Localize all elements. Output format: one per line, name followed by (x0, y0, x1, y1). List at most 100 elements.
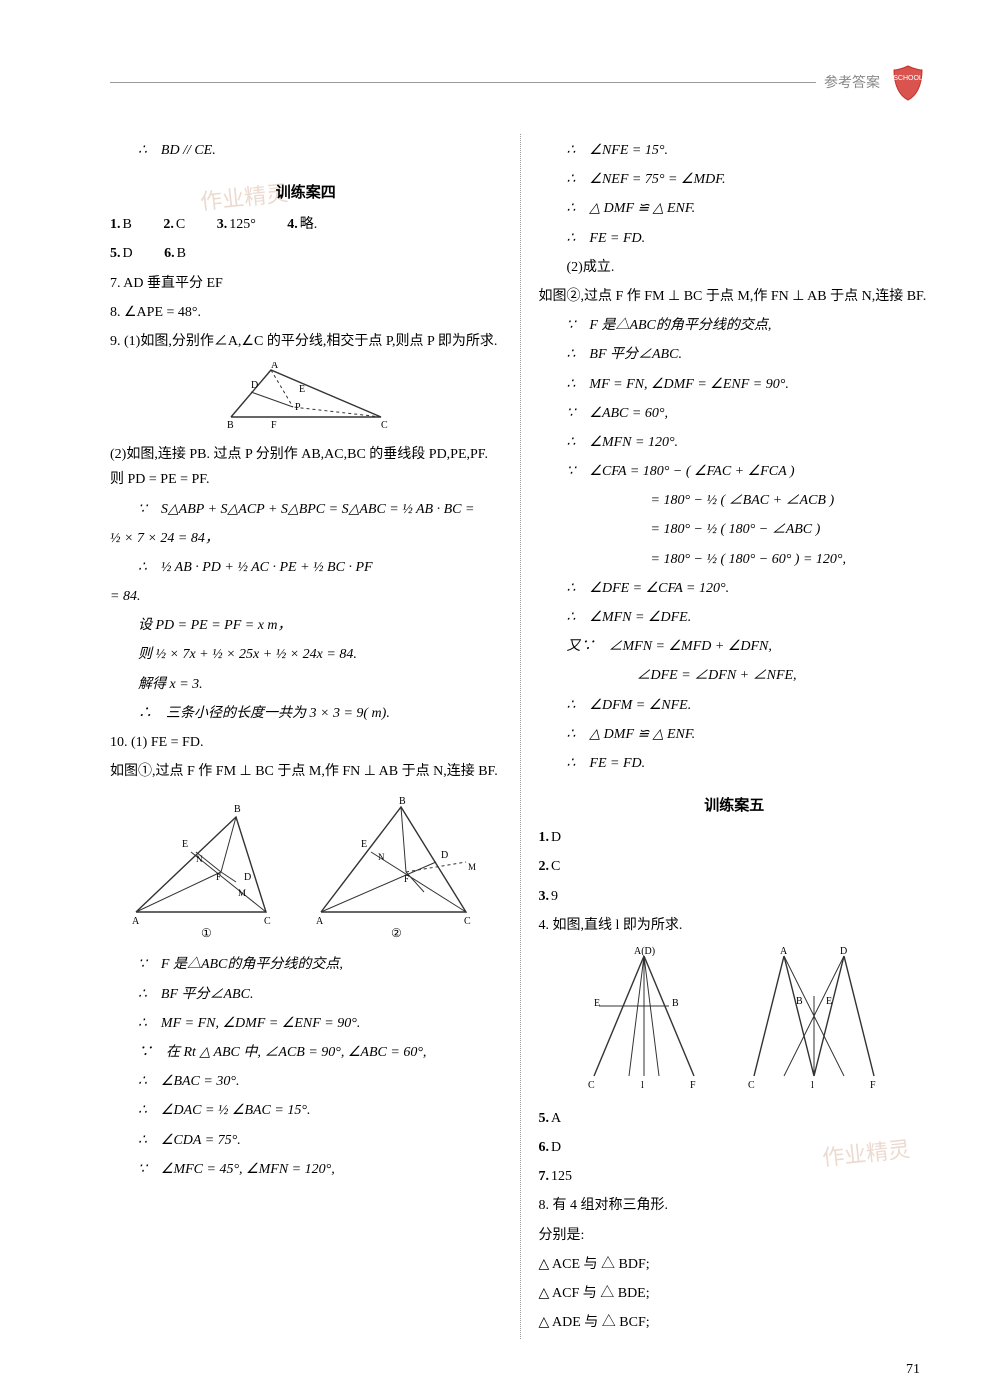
proof-line: ∵ F 是△ABC的角平分线的交点, (539, 313, 931, 338)
equation-line: 解得 x = 3. (110, 672, 502, 697)
answer-paragraph: 如图①,过点 F 作 FM ⊥ BC 于点 M,作 FN ⊥ AB 于点 N,连… (110, 759, 502, 784)
answer-row: 1.D (539, 825, 931, 850)
svg-text:D: D (251, 380, 258, 391)
proof-line: 又∵ ∠MFN = ∠MFD + ∠DFN, (539, 634, 931, 659)
answer-row: 2.C (539, 854, 931, 879)
svg-text:N: N (196, 854, 203, 864)
svg-text:B: B (234, 804, 241, 815)
proof-line: ∴ BF 平分∠ABC. (110, 982, 502, 1007)
svg-text:C: C (588, 1080, 595, 1091)
equation-line: ∴ ½ AB · PD + ½ AC · PE + ½ BC · PF (110, 555, 502, 580)
figure-q4: A(D) E B C l F (539, 946, 931, 1096)
answer-row: 5.A (539, 1106, 931, 1131)
proof-line: ∵ 在 Rt △ ABC 中, ∠ACB = 90°, ∠ABC = 60°, (110, 1040, 502, 1065)
answer-row: 7. AD 垂直平分 EF (110, 271, 502, 296)
proof-line: ∴ ∠MFN = 120°. (539, 430, 931, 455)
answer-row: 10. (1) FE = FD. (110, 730, 502, 755)
svg-text:l: l (641, 1080, 644, 1091)
answer-paragraph: (2)成立. (539, 255, 931, 280)
proof-line: ∴ ∠NEF = 75° = ∠MDF. (539, 167, 931, 192)
header-label: 参考答案 (824, 72, 880, 92)
equation-line: 则 ½ × 7x + ½ × 25x + ½ × 24x = 84. (110, 642, 502, 667)
proof-line: ∴ ∠DFE = ∠CFA = 120°. (539, 576, 931, 601)
proof-line: ∴ ∠NFE = 15°. (539, 138, 931, 163)
left-column: ∴ BD // CE. 训练案四 1.B 2.C 3.125° 4.略. 5.D… (110, 134, 502, 1339)
svg-text:D: D (244, 872, 251, 883)
equation-line: 设 PD = PE = PF = x m， (110, 613, 502, 638)
answer-paragraph: 如图②,过点 F 作 FM ⊥ BC 于点 M,作 FN ⊥ AB 于点 N,连… (539, 284, 931, 309)
svg-text:E: E (826, 996, 832, 1007)
svg-text:F: F (690, 1080, 696, 1091)
svg-text:C: C (748, 1080, 755, 1091)
svg-text:B: B (796, 996, 803, 1007)
proof-line: ∴ FE = FD. (539, 751, 931, 776)
equation-line: ∵ S△ABP + S△ACP + S△BPC = S△ABC = ½ AB ·… (110, 497, 502, 522)
answer-paragraph: △ ACF 与 △ BDE; (539, 1281, 931, 1306)
page-number: 71 (906, 1362, 920, 1378)
proof-line: ∴ BF 平分∠ABC. (539, 342, 931, 367)
proof-line: ∵ ∠CFA = 180° − ( ∠FAC + ∠FCA ) (539, 459, 931, 484)
badge-text: SCHOOL (893, 75, 923, 82)
right-column: ∴ ∠NFE = 15°. ∴ ∠NEF = 75° = ∠MDF. ∴ △ D… (520, 134, 931, 1339)
answer-paragraph: 4. 如图,直线 l 即为所求. (539, 913, 931, 938)
svg-text:F: F (271, 420, 277, 431)
answer-paragraph: △ ADE 与 △ BCF; (539, 1310, 931, 1335)
proof-line: ∴ ∠MFN = ∠DFE. (539, 605, 931, 630)
svg-text:A: A (271, 362, 279, 371)
svg-text:B: B (399, 796, 406, 807)
answer-paragraph: (2)如图,连接 PB. 过点 P 分别作 AB,AC,BC 的垂线段 PD,P… (110, 442, 502, 492)
proof-line: ∴ ∠CDA = 75°. (110, 1128, 502, 1153)
answer-row: 5.D 6.B (110, 241, 502, 266)
proof-line: ∴ BD // CE. (110, 138, 502, 163)
proof-line: ∠DFE = ∠DFN + ∠NFE, (539, 663, 931, 688)
proof-line: = 180° − ½ ( 180° − 60° ) = 120°, (539, 547, 931, 572)
svg-text:F: F (216, 872, 221, 882)
svg-text:A: A (132, 916, 140, 927)
school-badge: SCHOOL (886, 60, 930, 104)
answer-row: 7.125 (539, 1164, 931, 1189)
section-title-4: 训练案四 (110, 181, 502, 202)
svg-text:l: l (811, 1080, 814, 1091)
header-rule (110, 82, 816, 83)
svg-text:D: D (441, 850, 448, 861)
proof-line: ∴ FE = FD. (539, 226, 931, 251)
svg-text:E: E (361, 839, 367, 850)
proof-line: ∵ ∠MFC = 45°, ∠MFN = 120°, (110, 1157, 502, 1182)
svg-text:C: C (264, 916, 271, 927)
svg-text:N: N (378, 852, 385, 862)
figure-q9: A B C D E P F (110, 362, 502, 432)
answer-row: 8. ∠APE = 48°. (110, 300, 502, 325)
proof-line: ∵ ∠ABC = 60°, (539, 401, 931, 426)
svg-text:B: B (672, 998, 679, 1009)
svg-text:E: E (182, 839, 188, 850)
figure-q10: A C B E N F D M ① (110, 792, 502, 942)
answer-paragraph: 8. 有 4 组对称三角形. (539, 1193, 931, 1218)
proof-line: ∴ △ DMF ≌ △ ENF. (539, 722, 931, 747)
answer-paragraph: 分别是: (539, 1223, 931, 1248)
svg-text:B: B (227, 420, 234, 431)
svg-text:A: A (780, 946, 788, 957)
equation-line: = 84. (110, 584, 502, 609)
answer-paragraph: 9. (1)如图,分别作∠A,∠C 的平分线,相交于点 P,则点 P 即为所求. (110, 329, 502, 354)
svg-text:F: F (404, 874, 409, 884)
svg-text:①: ① (201, 926, 212, 940)
svg-text:M: M (238, 888, 246, 898)
proof-line: ∴ MF = FN, ∠DMF = ∠ENF = 90°. (110, 1011, 502, 1036)
answer-paragraph: △ ACE 与 △ BDF; (539, 1252, 931, 1277)
svg-text:C: C (381, 420, 388, 431)
svg-text:E: E (299, 384, 305, 395)
equation-line: ½ × 7 × 24 = 84， (110, 526, 502, 551)
svg-text:A: A (316, 916, 324, 927)
proof-line: ∵ F 是△ABC的角平分线的交点, (110, 952, 502, 977)
svg-text:②: ② (391, 926, 402, 940)
svg-text:P: P (295, 402, 301, 413)
answer-row: 3.9 (539, 884, 931, 909)
proof-line: ∴ ∠DFM = ∠NFE. (539, 693, 931, 718)
svg-text:F: F (870, 1080, 876, 1091)
section-title-5: 训练案五 (539, 794, 931, 815)
answer-row: 1.B 2.C 3.125° 4.略. (110, 212, 502, 237)
proof-line: ∴ ∠DAC = ½ ∠BAC = 15°. (110, 1098, 502, 1123)
equation-line: ∴ 三条小径的长度一共为 3 × 3 = 9( m). (110, 701, 502, 726)
proof-line: ∴ ∠BAC = 30°. (110, 1069, 502, 1094)
proof-line: ∴ MF = FN, ∠DMF = ∠ENF = 90°. (539, 372, 931, 397)
